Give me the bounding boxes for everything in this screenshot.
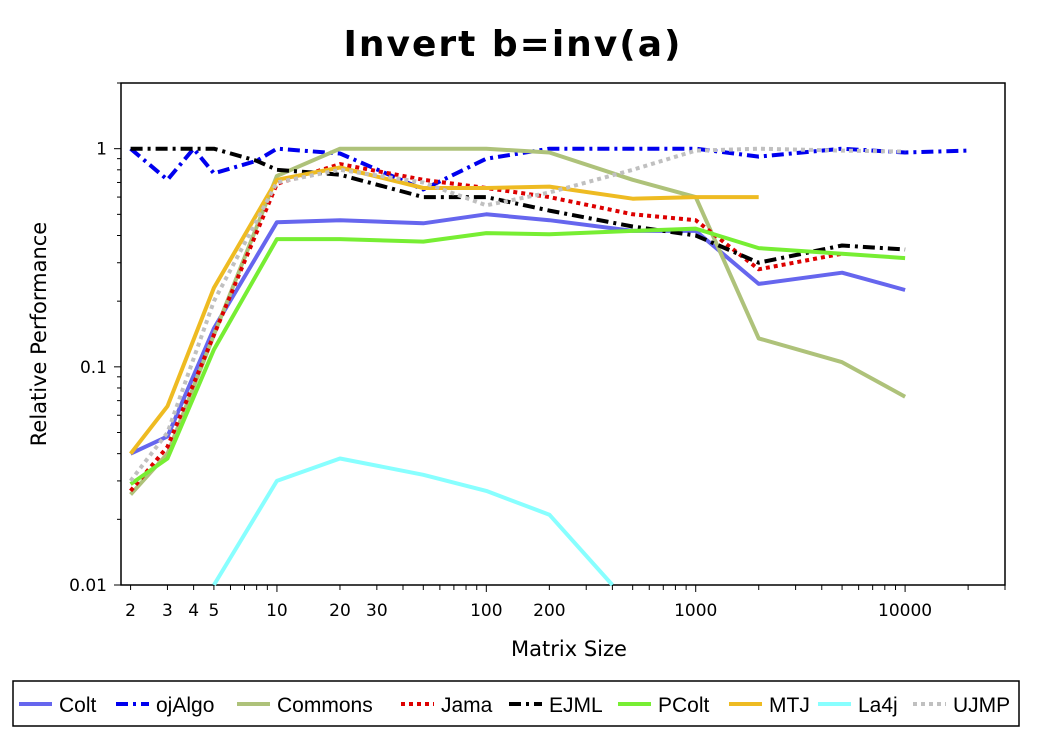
series-line-pcolt [129,226,906,486]
y-tick-label: 1 [96,140,107,160]
x-tick-label: 200 [533,601,565,621]
legend: Colt ojAlgo Commons Jama EJML PColt MTJ La4j UJM… [12,680,1020,727]
x-tick-label: 2 [125,601,136,621]
x-tick-label: 30 [366,601,388,621]
plot-frame [120,82,1006,586]
x-tick-label: 4 [188,601,199,621]
series-line-mtj [129,165,759,455]
x-axis: 2 3 4 5 10 20 30 100 200 1000 10000 [125,585,1006,621]
x-axis-label: Matrix Size [511,637,627,661]
x-tick-label: 20 [329,601,351,621]
x-tick-label: 1000 [674,601,717,621]
x-tick-label: 10000 [878,601,932,621]
series-line-ujmp [129,146,906,483]
series-layer [129,146,969,587]
series-line-commons [129,146,907,496]
y-tick-label: 0.1 [80,358,107,378]
series-line-ejml [130,146,906,265]
plot-area [120,82,1006,587]
legend-items: Colt ojAlgo Commons Jama EJML PColt MTJ La4j UJM… [19,694,1010,717]
legend-label-ojalgo: ojAlgo [156,694,214,717]
legend-label-mtj: MTJ [769,694,810,717]
x-tick-label: 3 [162,601,173,621]
series-line-ojalgo [129,146,969,192]
series-line-la4j [212,456,614,587]
chart-title: Invert b=inv(a) [344,24,683,65]
series-line-colt [129,212,906,456]
y-tick-label: 0.01 [69,576,107,596]
y-axis: 0.01 0.1 1 [69,82,121,596]
legend-label-ujmp: UJMP [953,694,1010,717]
x-tick-label: 100 [470,601,502,621]
legend-label-la4j: La4j [858,694,898,717]
x-tick-label: 5 [208,601,219,621]
y-axis-label: Relative Performance [27,222,51,446]
legend-label-pcolt: PColt [658,694,710,717]
legend-label-jama: Jama [441,694,493,717]
x-tick-label: 10 [266,601,288,621]
legend-label-ejml: EJML [549,694,603,717]
legend-label-commons: Commons [277,694,373,717]
legend-label-colt: Colt [59,694,97,717]
